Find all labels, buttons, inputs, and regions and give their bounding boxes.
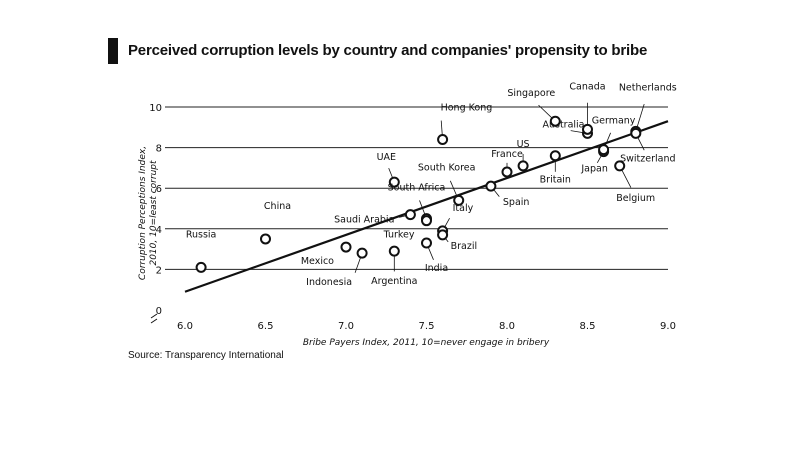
data-point	[517, 160, 529, 172]
point-label: Spain	[503, 197, 530, 208]
chart-title: Perceived corruption levels by country a…	[128, 42, 648, 59]
data-point	[453, 194, 465, 206]
data-point	[260, 233, 271, 245]
data-point	[404, 209, 416, 221]
data-point	[630, 127, 642, 139]
point-label: China	[264, 201, 291, 212]
title-marker	[108, 38, 118, 64]
point-label: Saudi Arabia	[334, 215, 394, 226]
x-tick-label: 7.5	[419, 321, 435, 332]
data-point	[388, 245, 400, 257]
point-label: UAE	[377, 152, 396, 163]
data-point	[437, 133, 449, 145]
x-axis-label: Bribe Payers Index, 2011, 10=never engag…	[303, 338, 550, 348]
point-label: France	[491, 149, 523, 160]
data-point	[437, 229, 449, 241]
point-label: Italy	[453, 203, 474, 214]
x-tick-label: 8.0	[499, 321, 515, 332]
data-point	[582, 123, 593, 135]
point-label: Indonesia	[306, 277, 352, 288]
y-tick-label: 6	[156, 184, 162, 195]
x-tick-label: 9.0	[660, 321, 676, 332]
point-label: Singapore	[507, 88, 555, 99]
x-tick-label: 6.0	[177, 321, 193, 332]
y-tick-label: 10	[149, 103, 162, 114]
y-axis-label: Corruption Perceptions Index,2010, 10=le…	[138, 146, 159, 280]
data-point	[614, 160, 626, 172]
data-point	[501, 166, 513, 178]
point-label: Brazil	[451, 241, 478, 252]
point-label: Belgium	[616, 193, 655, 204]
data-point	[421, 215, 432, 227]
point-label: Argentina	[371, 276, 417, 287]
point-label: Hong Kong	[441, 102, 493, 113]
point-label: Turkey	[383, 230, 415, 241]
axis-break-mark	[150, 313, 158, 324]
point-label: India	[425, 263, 448, 274]
point-label: South Africa	[388, 183, 446, 194]
point-label: South Korea	[418, 162, 476, 173]
point-label: Germany	[592, 116, 636, 127]
point-label: Russia	[186, 229, 217, 240]
data-point	[598, 144, 610, 156]
data-point	[356, 247, 368, 259]
x-tick-label: 8.5	[580, 321, 596, 332]
point-label: Australia	[542, 119, 584, 130]
data-point	[195, 261, 207, 273]
y-tick-label: 2	[156, 265, 162, 276]
point-label: Netherlands	[619, 82, 677, 93]
y-tick-label: 0	[156, 306, 162, 317]
point-label: Switzerland	[620, 153, 675, 164]
data-point	[549, 150, 561, 162]
point-label: Japan	[580, 164, 608, 175]
x-tick-label: 6.5	[258, 321, 274, 332]
point-label: Mexico	[301, 256, 334, 267]
point-label: Britain	[540, 175, 571, 186]
y-tick-label: 8	[156, 144, 162, 155]
source-note: Source: Transparency International	[128, 350, 284, 361]
point-label: Canada	[569, 81, 605, 92]
trend-line	[184, 120, 669, 293]
y-tick-label: 4	[156, 225, 162, 236]
point-label: US	[517, 139, 530, 150]
x-tick-label: 7.0	[338, 321, 354, 332]
data-point	[388, 176, 400, 188]
data-point	[421, 237, 432, 249]
data-point	[549, 115, 561, 127]
data-point	[340, 241, 352, 253]
data-point	[485, 180, 497, 192]
